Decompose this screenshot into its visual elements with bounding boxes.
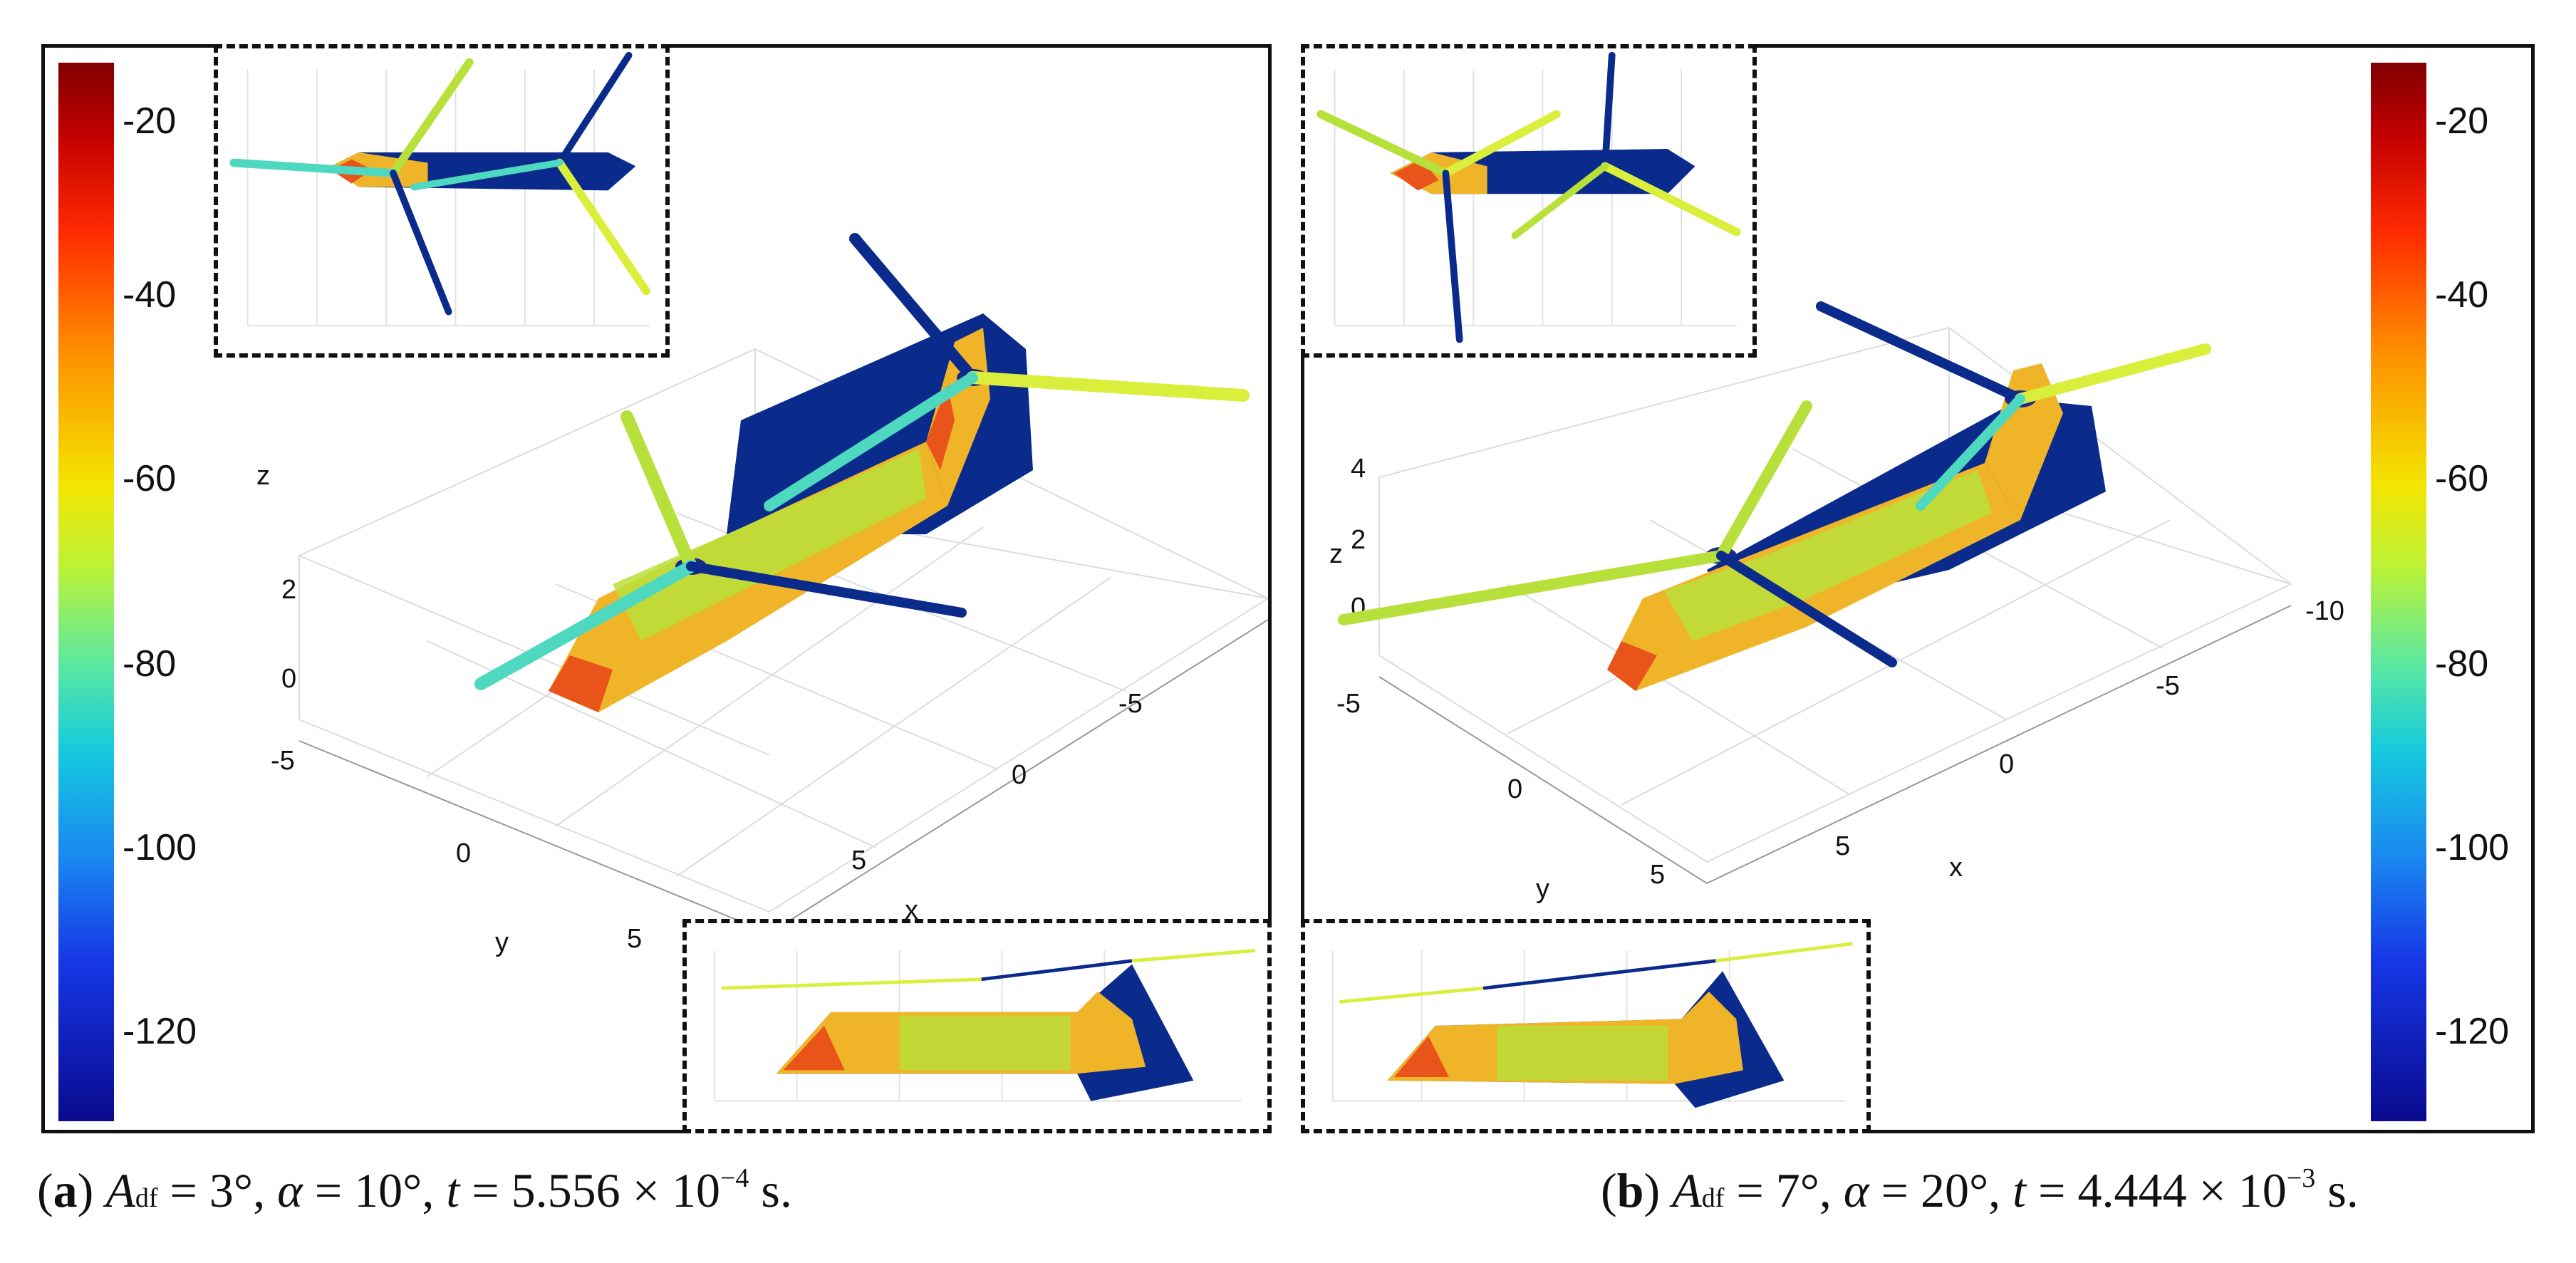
caption-sub: df <box>1701 1183 1725 1213</box>
helicopter-3d-plot-a: z 2 0 -5 0 5 y -5 0 5 x <box>256 233 1268 957</box>
z-tick: 0 <box>281 664 296 694</box>
caption-value: 20° <box>1920 1163 1989 1217</box>
caption-var-t: t <box>446 1163 460 1217</box>
z-tick: 2 <box>281 575 296 605</box>
inset-side-plot <box>714 949 1255 1102</box>
x-tick: -10 <box>2305 596 2344 626</box>
rotor-blades-a <box>474 233 1250 690</box>
caption-label: b <box>1616 1163 1644 1217</box>
colorbar-a-tick: -80 <box>123 643 177 685</box>
colorbar-a-tick: -60 <box>123 458 177 499</box>
caption-unit: s. <box>2327 1163 2359 1217</box>
colorbar-b-tick: -120 <box>2435 1011 2510 1052</box>
inset-side-view-a <box>682 919 1272 1133</box>
z-axis-label: z <box>256 461 270 491</box>
x-tick: 0 <box>1012 760 1027 790</box>
caption-var-alpha: α <box>1843 1163 1869 1217</box>
colorbar-a-tick: -120 <box>123 1011 197 1052</box>
x-tick: -5 <box>2156 671 2180 701</box>
x-tick: 0 <box>1999 749 2014 779</box>
caption-var-a: A <box>105 1163 135 1217</box>
inset-side-view-b <box>1301 919 1871 1133</box>
caption-var-a: A <box>1672 1163 1702 1217</box>
caption-var-t: t <box>2012 1163 2027 1217</box>
colorbar-b-tick: -20 <box>2435 100 2489 142</box>
x-tick: -5 <box>1118 689 1143 719</box>
colorbar-b-tick: -100 <box>2435 827 2510 868</box>
caption-label: a <box>53 1163 78 1217</box>
caption-value: 4.444 × 10 <box>2077 1163 2287 1217</box>
x-tick: 5 <box>1835 831 1850 861</box>
z-axis-label: z <box>1329 539 1343 569</box>
colorbar-a-tick: -40 <box>123 274 177 316</box>
caption-value: 5.556 × 10 <box>511 1163 720 1217</box>
y-tick: 5 <box>1650 860 1665 890</box>
caption-b: (b) Adf = 7°, α = 20°, t = 4.444 × 10−3 … <box>1601 1163 2359 1217</box>
helicopter-model-a <box>549 313 1033 712</box>
y-tick: 0 <box>1507 774 1522 804</box>
y-axis-label: y <box>1536 874 1549 904</box>
caption-value: 3° <box>209 1163 254 1217</box>
colorbar-a-tick: -20 <box>123 100 177 142</box>
y-tick: 5 <box>627 924 642 954</box>
helicopter-model-b <box>1607 363 2106 691</box>
inset-top-view-a <box>214 44 670 358</box>
helicopter-3d-plot-b: z 4 2 0 -5 0 5 y -10 -5 0 5 x <box>1329 301 2344 904</box>
inset-top-view-b <box>1301 44 1757 358</box>
caption-a: (a) Adf = 3°, α = 10°, t = 5.556 × 10−4 … <box>37 1163 792 1217</box>
x-axis-label: x <box>1949 853 1963 883</box>
caption-sub: df <box>135 1183 158 1213</box>
inset-top-plot <box>1316 51 1741 343</box>
caption-value: 7° <box>1775 1163 1819 1217</box>
colorbar-b-tick: -60 <box>2435 458 2489 499</box>
inset-top-plot <box>229 51 650 327</box>
caption-exponent: −4 <box>720 1163 749 1193</box>
x-axis-label: x <box>905 895 918 925</box>
colorbar-b-tick: -80 <box>2435 643 2489 685</box>
z-tick: 2 <box>1351 525 1366 555</box>
y-tick: -5 <box>1336 689 1361 719</box>
caption-var-alpha: α <box>277 1163 303 1217</box>
colorbar-b-tick: -40 <box>2435 274 2489 316</box>
rotor-blades-b <box>1338 301 2211 667</box>
caption-exponent: −3 <box>2286 1163 2316 1193</box>
y-tick: -5 <box>271 746 295 776</box>
x-tick: 5 <box>851 846 866 875</box>
z-tick: 4 <box>1351 454 1366 484</box>
y-tick: 0 <box>456 838 471 868</box>
y-axis-label: y <box>495 927 509 957</box>
caption-value: 10° <box>354 1163 422 1217</box>
colorbar-a-tick: -100 <box>123 827 197 868</box>
caption-unit: s. <box>761 1163 792 1217</box>
colorbar-b <box>2371 63 2426 1121</box>
colorbar-a <box>58 63 114 1121</box>
inset-side-plot <box>1331 942 1853 1108</box>
